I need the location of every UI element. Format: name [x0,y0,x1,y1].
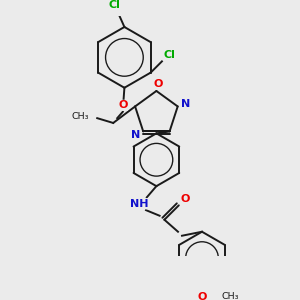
Text: N: N [130,130,140,140]
Text: CH₃: CH₃ [72,112,89,121]
Text: CH₃: CH₃ [221,292,239,300]
Text: O: O [118,100,128,110]
Text: O: O [153,79,163,89]
Text: Cl: Cl [164,50,176,60]
Text: O: O [197,292,207,300]
Text: NH: NH [130,199,148,209]
Text: N: N [181,99,190,109]
Text: Cl: Cl [109,0,121,10]
Text: O: O [181,194,190,204]
